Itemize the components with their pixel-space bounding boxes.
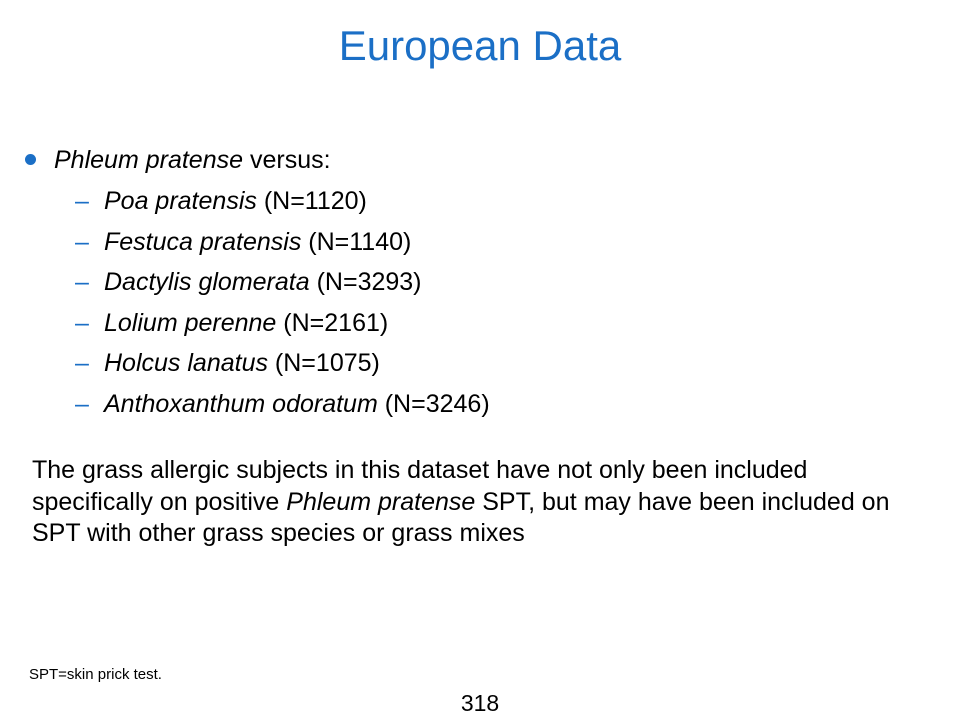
- species-name: Dactylis glomerata: [104, 268, 310, 296]
- species-count: (N=3293): [309, 268, 422, 296]
- list-item: – Holcus lanatus (N=1075): [75, 346, 490, 387]
- dash-icon: –: [75, 349, 89, 377]
- bullet-dot-icon: [25, 153, 36, 165]
- dash-icon: –: [75, 308, 89, 337]
- bullet-text: versus:: [243, 146, 331, 174]
- main-bullet: Phleum pratense versus:: [25, 143, 331, 177]
- list-item: – Dactylis glomerata (N=3293): [75, 265, 490, 306]
- bullet-species: Phleum pratense: [54, 146, 244, 174]
- list-item: – Anthoxanthum odoratum (N=3246): [75, 387, 490, 428]
- species-name: Lolium perenne: [104, 308, 277, 337]
- species-name: Holcus lanatus: [104, 349, 268, 377]
- species-name: Festuca pratensis: [104, 227, 302, 256]
- species-count: (N=1140): [301, 227, 412, 256]
- species-name: Anthoxanthum odoratum: [104, 389, 378, 418]
- species-list: – Poa pratensis (N=1120) – Festuca pratens…: [75, 184, 490, 427]
- species-count: (N=3246): [377, 389, 490, 418]
- dash-icon: –: [75, 268, 89, 296]
- paragraph-part-1: The grass allergic subjects in this data…: [32, 456, 808, 516]
- footnote: SPT=skin prick test.: [29, 666, 162, 683]
- list-item: – Festuca pratensis (N=1140): [75, 225, 490, 266]
- dash-icon: –: [75, 389, 89, 418]
- paragraph-part-2: SPT, but may have been included on SPT w…: [32, 487, 890, 548]
- list-item: – Poa pratensis (N=1120): [75, 184, 490, 225]
- list-item: – Lolium perenne (N=2161): [75, 306, 490, 347]
- page-number: 318: [460, 690, 500, 716]
- species-name: Poa pratensis: [104, 187, 257, 215]
- paragraph-species: Phleum pratense: [286, 487, 476, 516]
- dash-icon: –: [75, 187, 89, 215]
- species-count: (N=1120): [256, 187, 367, 215]
- dash-icon: –: [75, 227, 89, 256]
- description-paragraph: The grass allergic subjects in this data…: [32, 455, 932, 550]
- species-count: (N=1075): [267, 349, 380, 377]
- species-count: (N=2161): [276, 308, 389, 337]
- slide-title: European Data: [338, 22, 622, 69]
